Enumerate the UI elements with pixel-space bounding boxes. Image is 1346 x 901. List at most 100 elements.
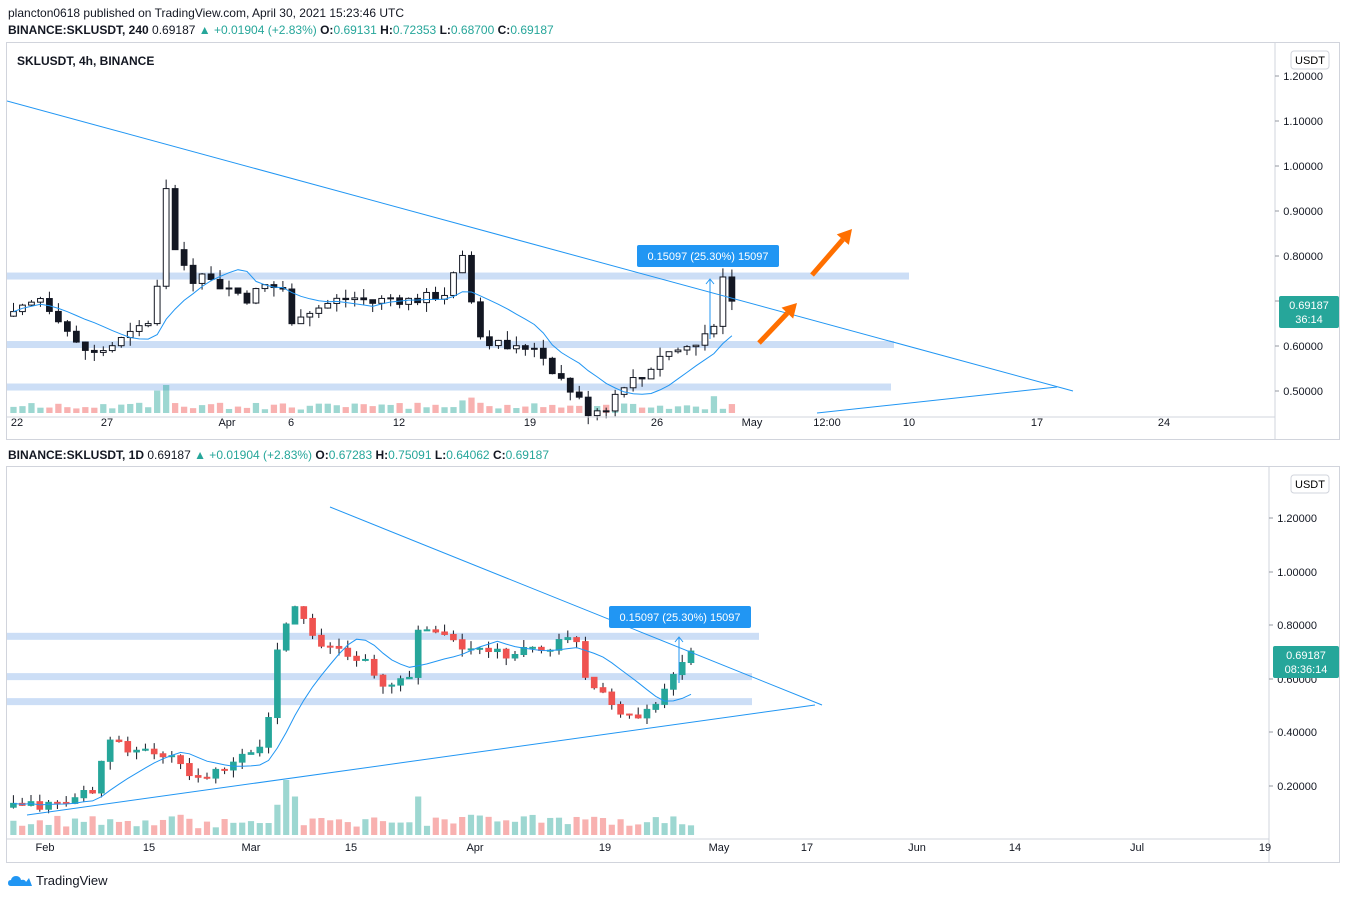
candle-body xyxy=(617,703,624,715)
candle-body xyxy=(212,768,220,779)
x-tick-label: May xyxy=(742,417,763,429)
candle-body xyxy=(548,357,556,375)
candle-body xyxy=(300,606,308,619)
bottom-symbol[interactable]: BINANCE:SKLUSDT, 1D xyxy=(8,448,145,462)
x-tick-label: 19 xyxy=(524,417,536,429)
candle-body xyxy=(441,631,448,635)
bottom-low: 0.64062 xyxy=(446,448,490,462)
candle-body xyxy=(378,297,386,304)
currency-4h: USDT xyxy=(1295,55,1325,67)
volume-bar xyxy=(327,820,334,835)
candle-body xyxy=(144,323,152,327)
candle-body xyxy=(177,755,184,765)
candle-body xyxy=(626,713,633,716)
top-high: 0.72353 xyxy=(392,23,437,37)
candle-body xyxy=(608,691,616,705)
x-tick-label: 24 xyxy=(1158,417,1170,429)
currency-badge-1d[interactable] xyxy=(1290,474,1330,494)
volume-bar xyxy=(335,819,343,835)
volume-bar xyxy=(558,407,565,413)
volume-bar xyxy=(221,819,228,835)
volume-bar xyxy=(243,407,251,413)
chart-panel-1d[interactable]: 1.20000 1.00000 0.80000 0.60000 0.40000 0.200… xyxy=(6,466,1340,863)
candle-body xyxy=(306,312,314,318)
y-tick-label: 1.20000 xyxy=(1277,513,1317,525)
volume-bar xyxy=(291,796,299,835)
volume-bar xyxy=(423,407,430,413)
volume-bar xyxy=(351,403,358,413)
candle-body xyxy=(274,649,281,719)
volume-bar xyxy=(547,817,554,835)
volume-bar xyxy=(344,822,351,835)
candle-body xyxy=(80,790,88,799)
volume-bar xyxy=(159,819,167,835)
volume-bar xyxy=(520,816,527,835)
candle-body xyxy=(297,316,305,325)
candle-body xyxy=(638,377,646,380)
volume-bar xyxy=(318,818,325,835)
tradingview-logo[interactable]: TradingView xyxy=(8,873,108,888)
volume-bar xyxy=(230,822,237,835)
volume-bar xyxy=(670,816,677,835)
candle-body xyxy=(719,276,727,327)
last-price-badge-4h xyxy=(1279,296,1339,328)
volume-bar xyxy=(195,828,202,835)
measure-arrowhead xyxy=(705,278,715,285)
volume-bar xyxy=(186,818,193,835)
candle-body xyxy=(288,288,296,325)
volume-bar xyxy=(54,815,61,835)
candle-body xyxy=(55,310,62,323)
bottom-close: 0.69187 xyxy=(505,448,550,462)
top-last-price: 0.69187 xyxy=(152,23,196,37)
volume-bar xyxy=(387,404,394,413)
volume-bar xyxy=(19,406,26,413)
candle-body xyxy=(406,676,413,680)
chart-panel-4h[interactable]: 1.200001.100001.000000.900000.800000.700… xyxy=(6,42,1340,440)
candle-body xyxy=(687,650,695,664)
bottom-l-label: L: xyxy=(434,448,447,462)
volume-bar xyxy=(216,402,224,413)
volume-bar xyxy=(360,404,367,413)
bottom-c-label: C: xyxy=(492,448,506,462)
candle-body xyxy=(495,339,502,347)
volume-bar xyxy=(504,404,511,413)
candle-body xyxy=(405,297,412,305)
candle-body xyxy=(333,297,341,304)
candle-body xyxy=(656,355,664,370)
candle-body xyxy=(566,377,574,393)
chart-1d-svg[interactable]: 1.200001.000000.800000.600000.400000.200… xyxy=(7,467,1340,863)
candle-body xyxy=(344,647,352,657)
chart-4h-svg[interactable]: 1.200001.100001.000000.900000.800000.700… xyxy=(7,43,1340,440)
volume-bar xyxy=(629,403,637,413)
volume-bar xyxy=(643,822,651,835)
last-price-badge-1d xyxy=(1273,646,1339,678)
candle-body xyxy=(99,350,107,353)
volume-bar xyxy=(683,405,691,413)
currency-badge-4h[interactable] xyxy=(1290,50,1330,70)
top-symbol[interactable]: BINANCE:SKLUSDT, 240 xyxy=(8,23,149,37)
candle-body xyxy=(362,658,369,661)
volume-bar xyxy=(477,402,484,413)
candle-body xyxy=(423,629,431,632)
candle-body xyxy=(530,347,538,350)
volume-bar xyxy=(133,826,140,835)
candle-body xyxy=(315,307,323,314)
top-change: ▲ +0.01904 (+2.83%) xyxy=(198,23,317,37)
candle-body xyxy=(108,345,116,352)
measure-label-box-1d xyxy=(609,606,751,628)
x-tick-label: 14 xyxy=(1009,842,1021,854)
volume-bar xyxy=(405,408,412,413)
candle-body xyxy=(342,297,350,301)
volume-bar xyxy=(549,404,556,413)
volume-bar xyxy=(679,824,686,835)
volume-bar xyxy=(564,824,571,835)
candle-body xyxy=(265,717,272,748)
candle-body xyxy=(432,629,440,633)
volume-bar xyxy=(118,404,125,413)
volume-bar xyxy=(82,407,89,413)
candle-body xyxy=(124,741,132,753)
candle-body xyxy=(186,763,193,777)
volume-bar xyxy=(511,821,519,835)
candle-body xyxy=(665,351,673,357)
candle-body xyxy=(459,254,466,274)
